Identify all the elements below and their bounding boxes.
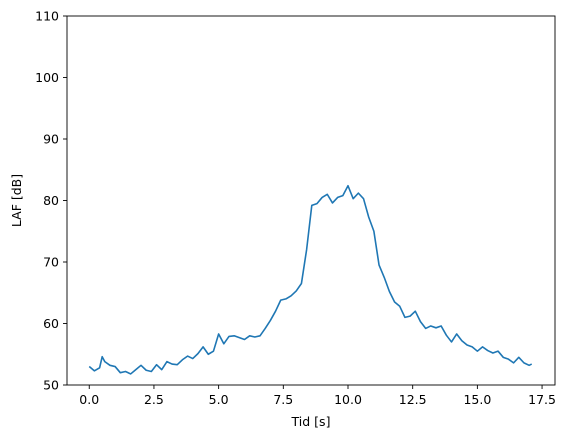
series-line bbox=[88, 184, 533, 375]
y-tick-label: 90 bbox=[43, 132, 59, 147]
x-tick-label: 5.0 bbox=[209, 392, 229, 407]
x-tick-label: 7.5 bbox=[273, 392, 293, 407]
x-axis-ticks: 0.0 2.5 5.0 7.5 10.0 12.5 15.0 17.5 bbox=[79, 385, 556, 407]
y-tick-label: 80 bbox=[43, 193, 59, 208]
y-tick-label: 50 bbox=[43, 378, 59, 393]
y-tick-label: 100 bbox=[35, 70, 59, 85]
x-tick-label: 2.5 bbox=[144, 392, 164, 407]
x-tick-label: 17.5 bbox=[528, 392, 556, 407]
y-axis-ticks: 50 60 70 80 90 100 110 bbox=[35, 9, 67, 393]
x-tick-label: 0.0 bbox=[79, 392, 99, 407]
y-tick-label: 70 bbox=[43, 255, 59, 270]
y-axis-label: LAF [dB] bbox=[9, 174, 24, 227]
y-tick-label: 110 bbox=[35, 9, 59, 24]
x-tick-label: 12.5 bbox=[399, 392, 427, 407]
x-tick-label: 15.0 bbox=[463, 392, 491, 407]
plot-frame bbox=[66, 15, 556, 386]
x-tick-label: 10.0 bbox=[334, 392, 362, 407]
y-tick-label: 60 bbox=[43, 316, 59, 331]
x-axis-label: Tid [s] bbox=[291, 414, 331, 429]
